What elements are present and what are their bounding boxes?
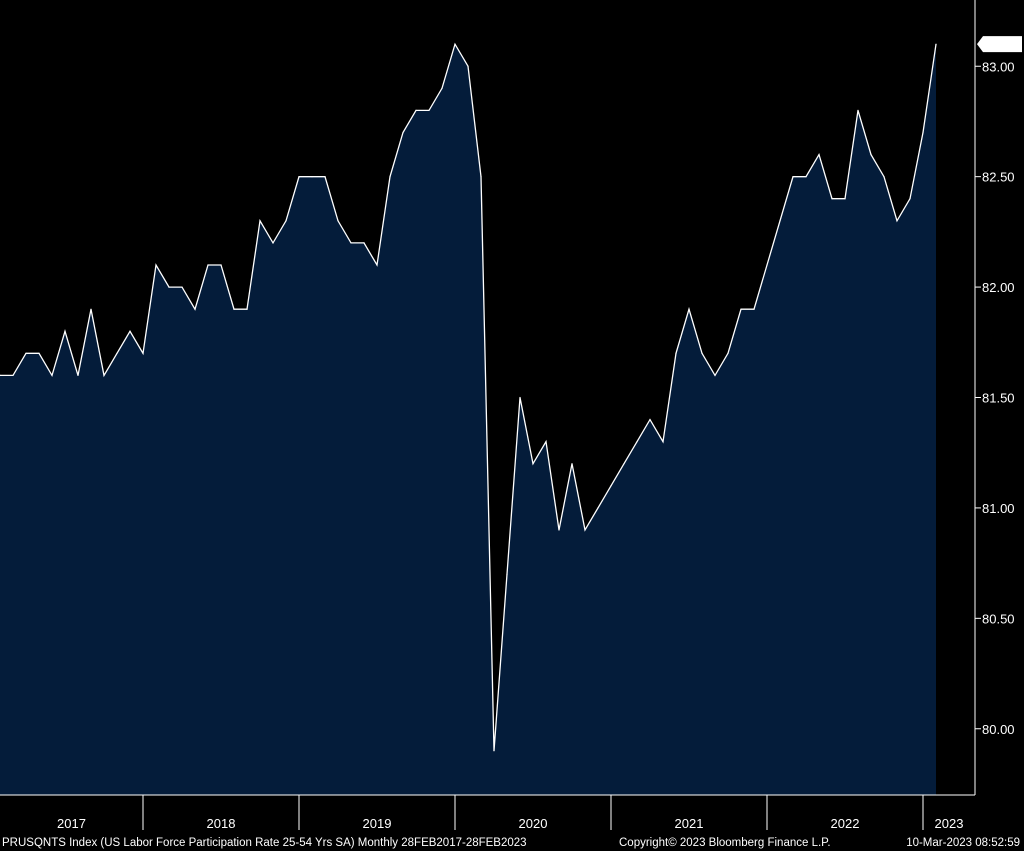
x-tick-label: 2022 bbox=[831, 816, 860, 831]
data-point bbox=[467, 65, 469, 67]
area-series bbox=[0, 42, 937, 795]
data-point bbox=[779, 220, 781, 222]
data-point bbox=[883, 176, 885, 178]
data-point bbox=[636, 441, 638, 443]
data-point bbox=[38, 352, 40, 354]
data-point bbox=[376, 264, 378, 266]
data-point bbox=[363, 242, 365, 244]
x-tick-label: 2019 bbox=[363, 816, 392, 831]
data-point bbox=[0, 374, 1, 376]
data-point bbox=[870, 154, 872, 156]
data-point bbox=[649, 419, 651, 421]
footer-timestamp: 10-Mar-2023 08:52:59 bbox=[906, 837, 1020, 849]
data-point bbox=[51, 374, 53, 376]
data-point bbox=[246, 308, 248, 310]
data-point bbox=[714, 374, 716, 376]
data-point bbox=[610, 485, 612, 487]
data-point bbox=[675, 352, 677, 354]
last-value-marker: 83.10 bbox=[977, 36, 1022, 53]
x-tick-label: 2017 bbox=[57, 816, 86, 831]
data-point bbox=[506, 573, 508, 575]
last-value-label: 83.10 bbox=[985, 38, 1016, 52]
data-point bbox=[272, 242, 274, 244]
data-point bbox=[623, 463, 625, 465]
data-point bbox=[64, 330, 66, 332]
y-axis: 80.00 80.50 81.00 81.50 82.00 82.50 83.00 bbox=[974, 0, 1015, 795]
data-point bbox=[532, 463, 534, 465]
data-point bbox=[142, 352, 144, 354]
data-point bbox=[558, 529, 560, 531]
data-point bbox=[519, 396, 521, 399]
x-tick-label: 2020 bbox=[519, 816, 548, 831]
data-point bbox=[844, 198, 846, 200]
data-point bbox=[389, 176, 391, 178]
y-tick-label: 80.00 bbox=[982, 722, 1015, 737]
data-point bbox=[285, 220, 287, 222]
data-point bbox=[103, 374, 105, 376]
data-point bbox=[740, 308, 742, 310]
data-point bbox=[831, 198, 833, 200]
data-point bbox=[688, 308, 690, 310]
data-point bbox=[415, 109, 417, 111]
data-point bbox=[727, 352, 729, 354]
data-point bbox=[545, 441, 547, 443]
data-point bbox=[311, 176, 313, 178]
data-point bbox=[454, 43, 456, 45]
x-tick-label: 2023 bbox=[935, 816, 964, 831]
y-tick-label: 83.00 bbox=[982, 59, 1015, 74]
data-point bbox=[181, 286, 183, 288]
y-tick-label: 81.50 bbox=[982, 391, 1015, 406]
y-tick-label: 82.50 bbox=[982, 170, 1015, 185]
data-point bbox=[597, 507, 599, 509]
data-point bbox=[857, 109, 859, 111]
data-point bbox=[896, 220, 898, 222]
data-point bbox=[480, 176, 482, 178]
data-point bbox=[12, 374, 14, 376]
data-point bbox=[818, 154, 820, 156]
footer-copyright: Copyright© 2023 Bloomberg Finance L.P. bbox=[619, 837, 831, 849]
data-point bbox=[77, 374, 79, 376]
data-point bbox=[701, 352, 703, 354]
data-point bbox=[766, 264, 768, 266]
footer: PRUSQNTS Index (US Labor Force Participa… bbox=[2, 837, 1020, 849]
data-point bbox=[298, 176, 300, 178]
y-tick-label: 80.50 bbox=[982, 611, 1015, 626]
data-point bbox=[792, 176, 794, 178]
data-point bbox=[90, 308, 92, 310]
data-point bbox=[584, 529, 586, 531]
data-point bbox=[922, 131, 924, 134]
last-value-box bbox=[977, 36, 1022, 53]
data-point bbox=[493, 750, 495, 752]
data-point bbox=[441, 87, 443, 89]
data-point bbox=[259, 220, 261, 222]
data-point bbox=[129, 330, 131, 332]
data-point bbox=[337, 220, 339, 222]
data-point bbox=[805, 176, 807, 178]
data-point bbox=[155, 264, 157, 266]
data-point bbox=[402, 131, 404, 134]
data-point bbox=[207, 264, 209, 266]
y-tick-label: 81.00 bbox=[982, 501, 1015, 516]
x-tick-label: 2021 bbox=[675, 816, 704, 831]
x-tick-label: 2018 bbox=[207, 816, 236, 831]
area-fill bbox=[0, 44, 936, 795]
footer-series-description: PRUSQNTS Index (US Labor Force Participa… bbox=[2, 837, 527, 849]
data-point bbox=[194, 308, 196, 310]
data-point bbox=[428, 109, 430, 111]
y-tick-label: 82.00 bbox=[982, 280, 1015, 295]
data-point bbox=[220, 264, 222, 266]
data-point bbox=[233, 308, 235, 310]
data-point bbox=[935, 43, 937, 45]
data-point bbox=[662, 441, 664, 443]
data-point bbox=[753, 308, 755, 310]
data-point bbox=[909, 198, 911, 200]
data-point bbox=[324, 176, 326, 178]
data-point bbox=[116, 352, 118, 354]
data-point bbox=[571, 463, 573, 465]
data-point bbox=[350, 242, 352, 244]
data-point bbox=[168, 286, 170, 288]
data-point bbox=[25, 352, 27, 354]
x-axis: 2017 2018 2019 2020 2021 2022 2023 bbox=[0, 794, 975, 831]
